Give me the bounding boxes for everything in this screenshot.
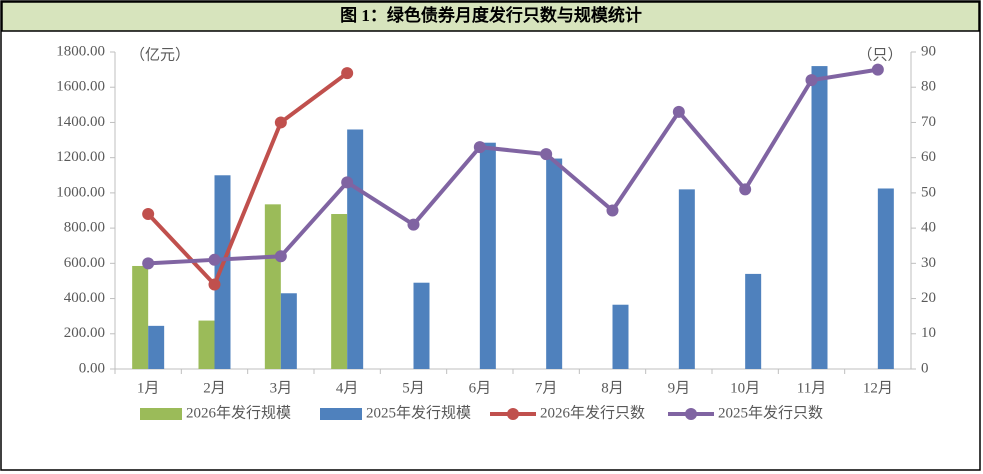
x-tick-label: 3月 (270, 380, 293, 396)
x-tick-label: 9月 (668, 380, 691, 396)
y-tick-label: 1000.00 (56, 184, 105, 200)
point (606, 204, 619, 217)
point (274, 116, 287, 129)
x-tick-label: 11月 (797, 380, 826, 396)
point (805, 74, 818, 87)
x-tick-label: 6月 (469, 380, 492, 396)
y-tick-label: 1400.00 (56, 114, 105, 130)
y-tick-label: 1200.00 (56, 149, 105, 165)
bar (331, 214, 348, 369)
bar (280, 293, 297, 369)
bar (264, 204, 281, 369)
chart-title: 图 1：绿色债券月度发行只数与规模统计 (340, 5, 642, 25)
x-tick-label: 12月 (863, 380, 893, 396)
y2-unit: （只） (857, 46, 902, 63)
point (473, 141, 486, 154)
y2-tick-label: 70 (921, 114, 936, 130)
bar (347, 129, 364, 369)
y2-tick-label: 0 (921, 360, 929, 376)
bar (132, 265, 149, 369)
bar (811, 66, 828, 369)
point (341, 67, 354, 80)
bar (546, 158, 563, 369)
bar (198, 320, 215, 369)
x-tick-label: 10月 (730, 380, 760, 396)
y2-tick-label: 90 (921, 43, 936, 59)
point (871, 63, 884, 76)
title-bar (1, 1, 980, 32)
y-tick-label: 1600.00 (56, 79, 105, 95)
legend-label: 2025年发行只数 (718, 404, 823, 421)
bar (745, 273, 762, 369)
line (148, 67, 879, 266)
y-tick-label: 800.00 (64, 220, 105, 236)
x-tick-label: 5月 (402, 380, 425, 396)
y-tick-label: 200.00 (64, 325, 105, 341)
point (407, 218, 420, 231)
point (208, 278, 221, 291)
y-tick-label: 400.00 (64, 290, 105, 306)
legend-label: 2026年发行规模 (186, 404, 291, 421)
point (274, 250, 287, 263)
legend-swatch (685, 408, 697, 420)
legend-swatch (320, 408, 362, 420)
bar (214, 175, 231, 369)
legend-label: 2026年发行只数 (540, 404, 645, 421)
bar (877, 188, 894, 369)
y-unit: （亿元） (130, 46, 190, 63)
x-tick-label: 2月 (203, 380, 226, 396)
y2-tick-label: 60 (921, 149, 936, 165)
y2-tick-label: 20 (921, 290, 936, 306)
y2-tick-label: 80 (921, 79, 936, 95)
y2-tick-label: 40 (921, 220, 936, 236)
y-tick-label: 1800.00 (56, 43, 105, 59)
legend-swatch (507, 408, 519, 420)
y2-tick-label: 30 (921, 255, 936, 271)
point (208, 253, 221, 266)
line (146, 71, 349, 289)
y-tick-label: 0.00 (79, 360, 105, 376)
point (540, 148, 553, 161)
bar (148, 325, 165, 369)
y-tick-label: 600.00 (64, 255, 105, 271)
point (142, 208, 155, 221)
bar (479, 142, 496, 369)
point (739, 183, 752, 196)
legend-swatch (140, 408, 182, 420)
x-tick-label: 7月 (535, 380, 558, 396)
y2-tick-label: 50 (921, 184, 936, 200)
legend-label: 2025年发行规模 (366, 404, 471, 421)
x-tick-label: 8月 (601, 380, 624, 396)
point (142, 257, 155, 270)
x-tick-label: 4月 (336, 380, 359, 396)
bar (413, 282, 430, 369)
y2-tick-label: 10 (921, 325, 936, 341)
point (341, 176, 354, 189)
bar (678, 189, 695, 369)
x-tick-label: 1月 (137, 380, 160, 396)
point (672, 105, 685, 118)
bar (612, 304, 629, 369)
